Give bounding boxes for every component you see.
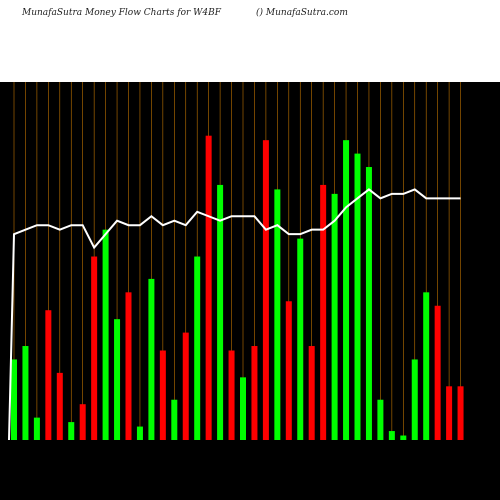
chart-header: MunafaSutra Money Flow Charts for W4BF (… [0,0,500,82]
bar [68,422,75,440]
grid-lines [13,82,461,440]
bar [400,435,407,440]
bar [297,238,304,440]
bar [182,332,189,440]
bar [45,310,52,440]
bar [22,346,29,440]
bar [102,229,109,440]
bar [228,350,235,440]
chart-title: MunafaSutra Money Flow Charts for W4BF [22,8,221,18]
bar [411,359,418,440]
bar [251,346,258,440]
bar [11,359,17,440]
bar [205,135,212,440]
money-flow-line [8,188,461,441]
bar [56,372,63,440]
bar [285,301,292,440]
bar [457,386,464,440]
bar [388,431,395,440]
money-flow-chart [8,82,464,441]
bar [148,278,155,440]
bar [79,404,86,440]
bar [423,292,430,440]
bar [194,256,201,440]
bar [354,153,361,440]
bar [240,377,246,440]
bar [91,256,98,440]
bar [114,319,121,440]
bar [274,189,281,440]
bar [159,350,166,440]
bar [33,417,40,440]
bar [434,305,441,440]
bar [136,426,143,440]
site-credit: () MunafaSutra.com [256,8,348,18]
bar [446,386,453,440]
bar [308,346,315,440]
bar [331,193,338,440]
bar [365,167,372,440]
bar [262,140,269,441]
bar [377,399,384,440]
bar [320,184,327,440]
bar [343,140,350,441]
bar-series [11,135,464,441]
bar [125,292,132,440]
bar [217,184,224,440]
bar [171,399,178,440]
